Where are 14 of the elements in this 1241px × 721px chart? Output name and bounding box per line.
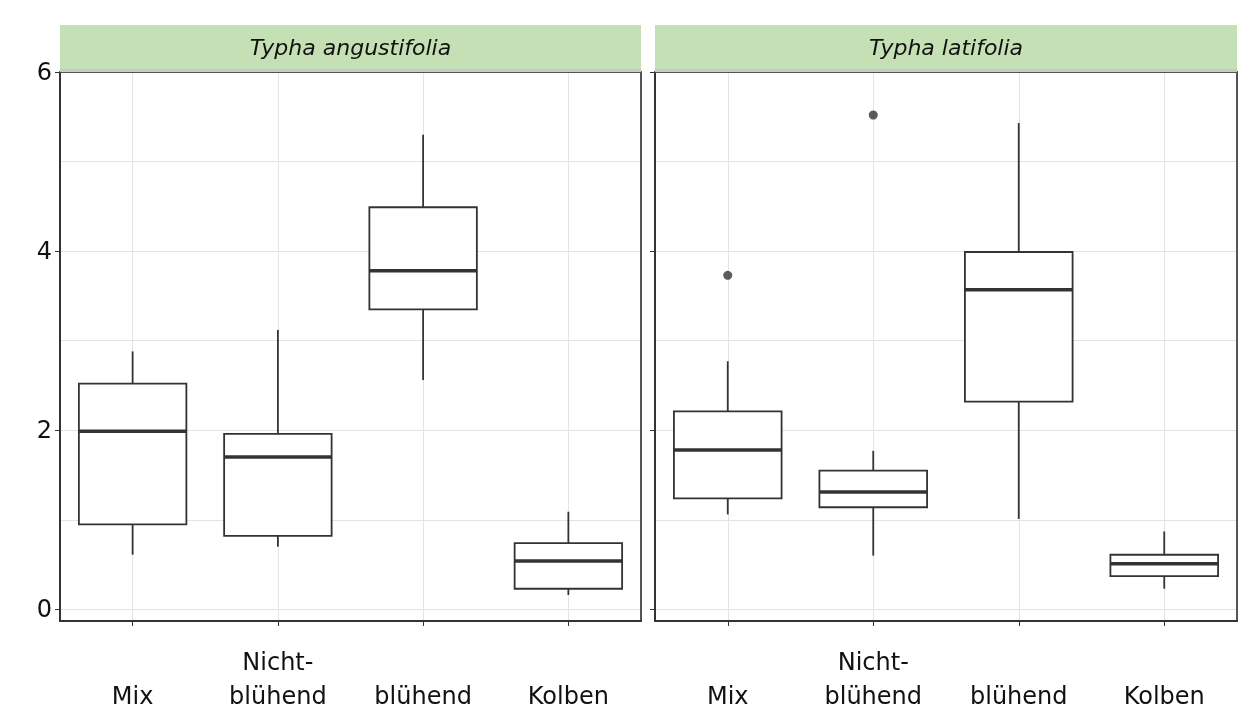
y-tick-label: 0 [36, 595, 52, 624]
x-tick-label: blühend [969, 682, 1068, 710]
chart-title: Typha latifolia [655, 25, 1237, 72]
chart-title: Typha angustifolia [60, 25, 641, 72]
x-tick-label: Mix [111, 682, 154, 710]
x-tick-label: Kolben [527, 682, 609, 710]
y-tick-label: 6 [36, 58, 52, 86]
x-tick-label: Mix [706, 682, 749, 710]
x-tick-label: Nicht- blühend [824, 648, 923, 710]
y-tick-label: 4 [36, 237, 52, 266]
x-tick-label: Kolben [1123, 682, 1205, 710]
y-tick-label: 2 [36, 416, 52, 445]
x-tick-label: Nicht- blühend [229, 648, 327, 710]
x-tick-label: blühend [374, 682, 472, 710]
